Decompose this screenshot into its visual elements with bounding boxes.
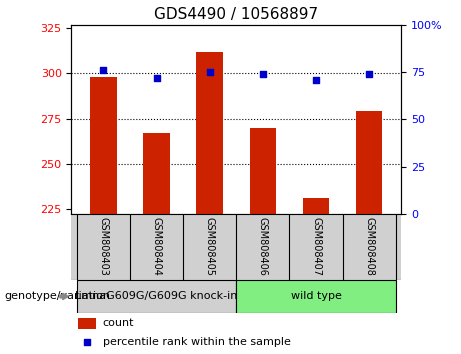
Bar [356, 112, 383, 214]
Text: GSM808407: GSM808407 [311, 217, 321, 276]
Title: GDS4490 / 10568897: GDS4490 / 10568897 [154, 7, 319, 22]
Point [312, 77, 319, 82]
Text: wild type: wild type [290, 291, 342, 302]
Bar [78, 318, 96, 329]
Bar [143, 133, 170, 214]
Point [206, 69, 213, 75]
Text: GSM808405: GSM808405 [205, 217, 215, 276]
Text: GSM808403: GSM808403 [98, 217, 108, 276]
Point [153, 75, 160, 81]
Point [259, 71, 266, 77]
Text: count: count [103, 318, 134, 328]
Text: percentile rank within the sample: percentile rank within the sample [103, 337, 290, 347]
Bar [196, 52, 223, 214]
Text: LmnaG609G/G609G knock-in: LmnaG609G/G609G knock-in [75, 291, 238, 302]
Bar [303, 198, 329, 214]
Text: GSM808408: GSM808408 [364, 217, 374, 276]
Text: genotype/variation: genotype/variation [5, 291, 111, 302]
Text: GSM808404: GSM808404 [152, 217, 161, 276]
Point [100, 67, 107, 73]
Bar [90, 77, 117, 214]
Point [366, 71, 373, 77]
Bar [236, 280, 396, 313]
Text: GSM808406: GSM808406 [258, 217, 268, 276]
Bar [77, 280, 236, 313]
Bar [249, 127, 276, 214]
Point [83, 339, 91, 345]
